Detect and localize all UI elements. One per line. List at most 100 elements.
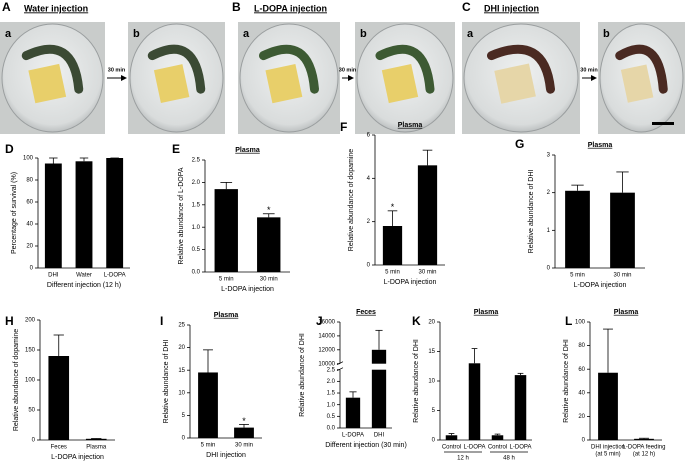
y-tick-label: 100 <box>575 320 586 326</box>
bar <box>468 363 481 440</box>
food-block <box>153 64 190 104</box>
y-axis-label: Percentage of survival (%) <box>11 172 18 254</box>
bar <box>371 349 387 364</box>
bar-lower-part <box>371 369 387 428</box>
y-tick-label: 20 <box>26 244 33 250</box>
x-tick-label: 5 min <box>201 443 216 449</box>
x-axis-label: L-DOPA injection <box>221 286 274 293</box>
x-tick-label: L-DOPA <box>464 445 486 451</box>
chart-title: Plasma <box>235 147 260 154</box>
bar <box>598 372 618 440</box>
panel-letter: C <box>462 0 471 14</box>
image-label: a <box>5 28 12 40</box>
y-tick-label: 0 <box>547 266 551 272</box>
image-label: a <box>467 28 474 40</box>
y-tick-label: 1 <box>547 228 551 234</box>
panel-letter: J <box>316 314 323 328</box>
y-tick-label: 0 <box>182 436 186 442</box>
panel-letter: F <box>340 120 347 134</box>
y-tick-label: 80 <box>578 343 585 349</box>
group-label: 12 h <box>457 456 469 461</box>
y-tick-label: 80 <box>26 178 33 184</box>
y-tick-label: 20 <box>428 320 435 326</box>
y-tick-label: 15 <box>428 349 435 355</box>
x-axis-label: L-DOPA injection <box>384 279 437 286</box>
y-tick-label: 25 <box>178 323 185 329</box>
bar <box>214 189 238 272</box>
y-tick-label: 2.0 <box>327 379 336 385</box>
panel-title: L-DOPA injection <box>254 3 327 13</box>
panel-letter: E <box>172 142 180 156</box>
x-tick-label: 30 min <box>260 277 278 283</box>
y-tick-label: 20 <box>178 345 185 351</box>
x-tick-label: DHI <box>374 433 385 439</box>
y-tick-label: 2 <box>547 190 551 196</box>
y-tick-label: 6 <box>367 133 371 139</box>
panel-title: Water injection <box>24 3 88 13</box>
scale-bar <box>652 122 674 125</box>
larva <box>375 44 435 94</box>
x-tick-label: L-DOPA <box>342 433 364 439</box>
bar <box>565 190 590 268</box>
panel-letter: L <box>565 314 572 328</box>
y-axis-label: Relative abundance of dopamine <box>348 149 355 251</box>
y-tick-label: 2 <box>367 219 371 225</box>
chart-title: Feces <box>356 309 376 316</box>
image-label: a <box>243 28 250 40</box>
larva <box>259 44 319 94</box>
y-tick-label: 40 <box>578 390 585 396</box>
y-tick-label: 200 <box>25 318 36 324</box>
arrow-label: 30 min <box>339 67 357 73</box>
x-tick-label: L-DOPA feeding <box>623 445 666 451</box>
y-tick-label: 12000 <box>318 347 335 353</box>
chart-title: Plasma <box>614 309 639 316</box>
y-tick-label: 20 <box>578 414 585 420</box>
y-tick-label: 10 <box>428 379 435 385</box>
bar <box>198 372 218 438</box>
y-tick-label: 1.5 <box>192 202 201 208</box>
panel-letter: B <box>232 0 241 14</box>
y-tick-label: 0.0 <box>192 270 201 276</box>
y-tick-label: 0 <box>367 263 371 269</box>
larva <box>615 44 668 94</box>
y-tick-label: 10 <box>178 390 185 396</box>
y-tick-label: 100 <box>25 378 36 384</box>
x-tick-label: Control <box>442 445 461 451</box>
bar <box>634 438 654 440</box>
panel-letter: I <box>160 314 163 328</box>
x-tick-label: (at 5 min) <box>595 452 620 458</box>
y-tick-label: 40 <box>26 222 33 228</box>
axis-break <box>336 367 344 372</box>
x-tick-label: Control <box>488 445 507 451</box>
y-tick-label: 0 <box>432 438 436 444</box>
y-tick-label: 150 <box>25 348 36 354</box>
panel-letter: K <box>412 314 421 328</box>
bar <box>44 163 62 268</box>
x-tick-label: 5 min <box>570 273 585 279</box>
food-block <box>265 63 303 104</box>
food-block <box>620 64 654 103</box>
larva <box>147 44 206 94</box>
panel-title: DHI injection <box>484 3 539 13</box>
image-label: b <box>133 28 140 40</box>
bar <box>106 158 124 268</box>
bar <box>234 427 254 438</box>
y-tick-label: 3 <box>547 153 551 159</box>
y-tick-label: 2.5 <box>327 367 336 373</box>
bar <box>75 161 93 268</box>
y-tick-label: 10000 <box>318 361 335 367</box>
x-tick-label: Water <box>76 273 92 279</box>
y-tick-label: 50 <box>28 408 35 414</box>
x-tick-label: (at 12 h) <box>633 452 655 458</box>
y-tick-label: 14000 <box>318 333 335 339</box>
group-label: 48 h <box>503 456 515 461</box>
chart-title: Plasma <box>588 142 613 149</box>
x-tick-label: L-DOPA <box>104 273 126 279</box>
y-axis-label: Relative abundance of DHI <box>163 340 170 424</box>
significance: * <box>267 205 271 215</box>
image-label: b <box>360 28 367 40</box>
bar <box>382 226 403 265</box>
y-axis-label: Relative abundance of DHI <box>528 170 535 254</box>
larva <box>21 44 84 94</box>
y-tick-label: 1.5 <box>327 391 336 397</box>
